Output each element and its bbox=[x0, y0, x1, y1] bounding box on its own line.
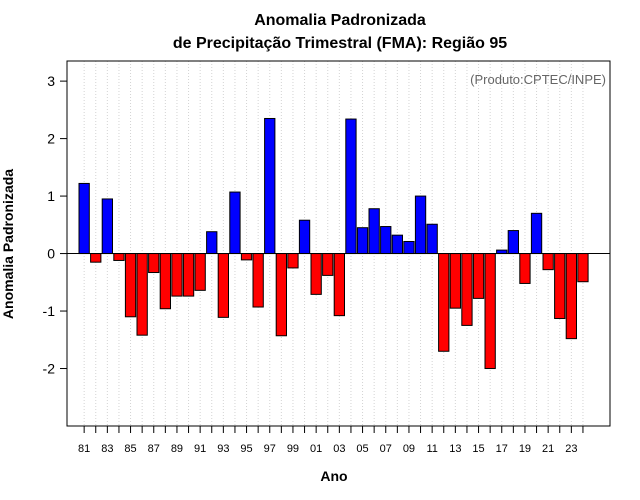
bar-2022 bbox=[554, 253, 566, 320]
bar-2011 bbox=[426, 223, 438, 255]
bar-2024 bbox=[577, 253, 589, 283]
x-axis-label: Ano bbox=[320, 468, 347, 484]
bar-2003 bbox=[333, 253, 346, 317]
bar-2005 bbox=[356, 227, 369, 255]
bar-2007 bbox=[380, 226, 392, 255]
bar-2001 bbox=[310, 253, 322, 295]
bar-2023 bbox=[565, 253, 578, 340]
bar-1984 bbox=[113, 253, 125, 261]
bar-2009 bbox=[403, 240, 415, 255]
bar-1998 bbox=[275, 253, 288, 337]
bar-2021 bbox=[542, 253, 554, 271]
bar-2017 bbox=[496, 249, 508, 255]
bar-1986 bbox=[136, 253, 148, 336]
bars bbox=[78, 117, 589, 370]
x-tick-label: 89 bbox=[171, 443, 183, 455]
bar-2002 bbox=[322, 253, 334, 276]
bar-1994 bbox=[229, 191, 241, 255]
source-annotation: (Produto:CPTEC/INPE) bbox=[470, 72, 606, 87]
bar-1981 bbox=[78, 182, 90, 255]
x-tick-label: 07 bbox=[380, 443, 392, 455]
x-tick-label: 13 bbox=[449, 443, 461, 455]
bar-2012 bbox=[438, 253, 450, 352]
bar-1999 bbox=[287, 253, 299, 269]
bar-1995 bbox=[240, 253, 253, 261]
y-tick-label: 3 bbox=[47, 73, 55, 89]
x-tick-label: 11 bbox=[426, 443, 437, 455]
x-tick-label: 17 bbox=[496, 443, 508, 455]
x-tick-label: 19 bbox=[519, 443, 531, 455]
bar-2016 bbox=[484, 253, 496, 370]
x-tick-label: 99 bbox=[287, 443, 299, 455]
bar-1989 bbox=[171, 253, 183, 297]
x-tick-label: 03 bbox=[333, 443, 345, 455]
bar-1991 bbox=[194, 253, 206, 291]
y-tick-label: -2 bbox=[43, 361, 56, 377]
y-tick-label: 0 bbox=[47, 246, 55, 262]
x-tick-label: 95 bbox=[240, 443, 252, 455]
x-tick-label: 23 bbox=[565, 443, 577, 455]
bar-2006 bbox=[368, 208, 380, 255]
x-tick-label: 01 bbox=[310, 443, 322, 455]
bar-2008 bbox=[391, 234, 404, 255]
bar-2010 bbox=[414, 195, 427, 255]
y-tick-label: 1 bbox=[47, 188, 55, 204]
y-tick-label: -1 bbox=[43, 303, 56, 319]
x-tick-label: 15 bbox=[472, 443, 484, 455]
bar-2014 bbox=[461, 253, 473, 326]
bar-2013 bbox=[449, 253, 462, 309]
bar-1988 bbox=[159, 253, 171, 310]
bar-1987 bbox=[148, 253, 160, 274]
x-tick-label: 87 bbox=[148, 443, 160, 455]
plot-area-border bbox=[66, 60, 611, 427]
bar-2019 bbox=[519, 253, 531, 284]
x-tick-label: 91 bbox=[194, 443, 206, 455]
bar-1982 bbox=[90, 253, 102, 263]
bar-2020 bbox=[530, 212, 543, 255]
bar-2015 bbox=[472, 253, 485, 299]
bar-1997 bbox=[264, 117, 276, 255]
x-tick-label: 09 bbox=[403, 443, 415, 455]
x-tick-label: 93 bbox=[217, 443, 229, 455]
x-tick-label: 81 bbox=[78, 443, 90, 455]
bar-1996 bbox=[252, 253, 264, 308]
y-tick-label: 2 bbox=[47, 131, 55, 147]
chart-title-line1: Anomalia Padronizada bbox=[254, 12, 426, 29]
x-tick-label: 85 bbox=[124, 443, 136, 455]
x-tick-label: 21 bbox=[542, 443, 554, 455]
bar-1992 bbox=[206, 231, 218, 255]
bar-1983 bbox=[101, 198, 113, 255]
bar-1993 bbox=[217, 253, 229, 318]
y-axis: -2 -1 0 1 2 3 bbox=[43, 73, 67, 377]
bar-1985 bbox=[124, 253, 137, 318]
x-tick-label: 83 bbox=[101, 443, 113, 455]
y-axis-label: Anomalia Padronizada bbox=[0, 169, 16, 319]
chart-title-line2: de Precipitação Trimestral (FMA): Região… bbox=[173, 35, 507, 52]
bar-1990 bbox=[182, 253, 195, 297]
x-axis: 81 83 85 87 89 91 93 95 97 99 01 03 05 07 09 11 13 15 17 19… bbox=[78, 426, 584, 455]
bar-2018 bbox=[507, 230, 520, 255]
bar-2004 bbox=[345, 118, 357, 255]
x-tick-label: 05 bbox=[356, 443, 368, 455]
x-tick-label: 97 bbox=[264, 443, 276, 455]
bar-2000 bbox=[298, 219, 311, 255]
